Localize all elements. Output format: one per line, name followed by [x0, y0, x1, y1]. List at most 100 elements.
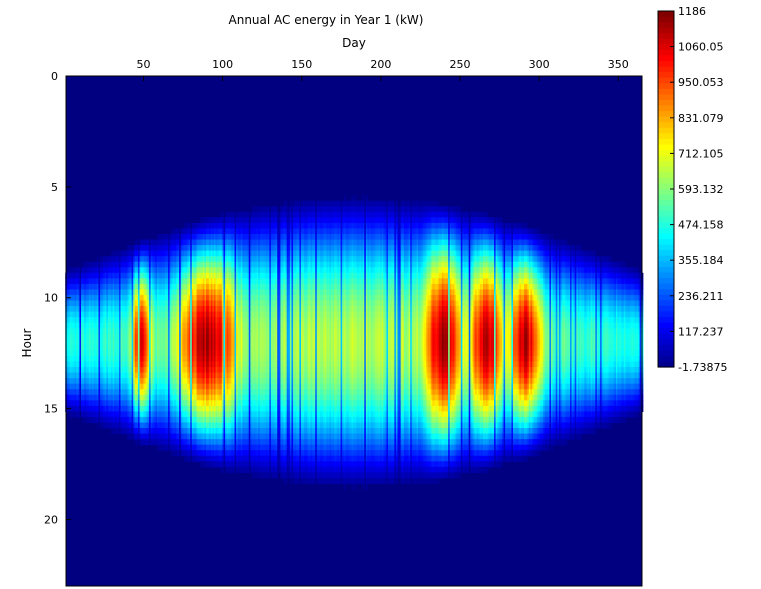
heatmap-cell [191, 306, 194, 313]
heatmap-cell [171, 450, 174, 457]
heatmap-cell [206, 228, 209, 235]
heatmap-cell [188, 306, 191, 313]
heatmap-cell [161, 411, 164, 418]
heatmap-cell [131, 367, 134, 374]
heatmap-cell [117, 405, 120, 412]
heatmap-cell [68, 339, 71, 346]
heatmap-cell [107, 405, 111, 412]
heatmap-cell [76, 306, 79, 313]
heatmap-cell [119, 322, 122, 329]
heatmap-cell [79, 378, 82, 385]
heatmap-cell [201, 378, 204, 385]
heatmap-cell [95, 411, 98, 418]
heatmap-cell [164, 306, 168, 313]
heatmap-cell [168, 233, 171, 241]
heatmap-cell [152, 294, 155, 302]
heatmap-cell [128, 245, 131, 252]
heatmap-cell [141, 267, 144, 274]
heatmap-cell [180, 378, 183, 385]
heatmap-cell [74, 411, 77, 418]
heatmap-cell [202, 317, 206, 324]
heatmap-cell [71, 278, 74, 285]
heatmap-cell [68, 344, 71, 351]
heatmap-cell [119, 405, 122, 412]
heatmap-cell [185, 444, 188, 451]
heatmap-cell [71, 361, 74, 368]
heatmap-cell [92, 294, 95, 302]
heatmap-cell [182, 322, 185, 329]
heatmap-cell [84, 289, 87, 296]
heatmap-cell [85, 267, 88, 274]
heatmap-cell [179, 433, 182, 440]
heatmap-cell [194, 245, 198, 252]
heatmap-cell [201, 383, 204, 390]
heatmap-cell [147, 294, 150, 302]
heatmap-cell [74, 378, 77, 385]
heatmap-cell [202, 461, 206, 468]
heatmap-cell [142, 339, 145, 346]
heatmap-cell [103, 367, 106, 374]
heatmap-cell [194, 400, 198, 407]
heatmap-cell [79, 306, 82, 313]
heatmap-cell [74, 372, 77, 379]
heatmap-cell [107, 372, 111, 379]
heatmap-cell [202, 411, 206, 418]
heatmap-cell [117, 422, 120, 429]
heatmap-cell [141, 272, 144, 279]
heatmap-cell [120, 416, 123, 424]
heatmap-cell [104, 372, 107, 379]
heatmap-cell [82, 355, 85, 363]
heatmap-cell [169, 278, 172, 285]
heatmap-cell [155, 328, 158, 335]
heatmap-cell [198, 433, 201, 440]
heatmap-cell [131, 245, 134, 252]
heatmap-cell [111, 322, 114, 329]
heatmap-cell [169, 372, 172, 379]
heatmap-cell [101, 411, 104, 418]
heatmap-cell [147, 289, 150, 296]
heatmap-cell [177, 294, 180, 302]
heatmap-cell [155, 389, 158, 396]
heatmap-cell [77, 306, 81, 313]
heatmap-cell [198, 378, 201, 385]
heatmap-cell [115, 394, 119, 401]
heatmap-cell [206, 306, 209, 313]
heatmap-cell [166, 444, 169, 451]
heatmap-cell [171, 333, 174, 340]
heatmap-cell [114, 283, 117, 291]
heatmap-cell [123, 383, 126, 390]
heatmap-cell [188, 333, 191, 340]
heatmap-cell [174, 400, 177, 407]
heatmap-cell [142, 311, 145, 318]
heatmap-cell [174, 416, 177, 424]
heatmap-cell [202, 222, 206, 230]
heatmap-cell [106, 294, 109, 302]
heatmap-cell [175, 378, 179, 385]
heatmap-cell [155, 300, 158, 307]
heatmap-cell [136, 350, 139, 357]
heatmap-cell [166, 233, 169, 241]
heatmap-cell [111, 372, 114, 379]
heatmap-cell [111, 267, 114, 274]
heatmap-cell [149, 383, 152, 390]
heatmap-cell [158, 355, 161, 363]
heatmap-cell [77, 294, 81, 302]
heatmap-cell [149, 245, 152, 252]
heatmap-cell [194, 389, 198, 396]
heatmap-cell [166, 411, 169, 418]
heatmap-cell [171, 372, 174, 379]
heatmap-cell [136, 344, 139, 351]
heatmap-cell [125, 405, 128, 412]
heatmap-cell [96, 261, 100, 268]
heatmap-cell [106, 361, 109, 368]
heatmap-cell [185, 272, 188, 279]
heatmap-cell [128, 278, 131, 285]
heatmap-cell [100, 361, 103, 368]
heatmap-cell [88, 389, 92, 396]
heatmap-cell [73, 294, 76, 302]
heatmap-cell [171, 322, 174, 329]
heatmap-cell [158, 405, 161, 412]
heatmap-cell [147, 372, 150, 379]
heatmap-cell [191, 256, 194, 263]
heatmap-cell [101, 383, 104, 390]
